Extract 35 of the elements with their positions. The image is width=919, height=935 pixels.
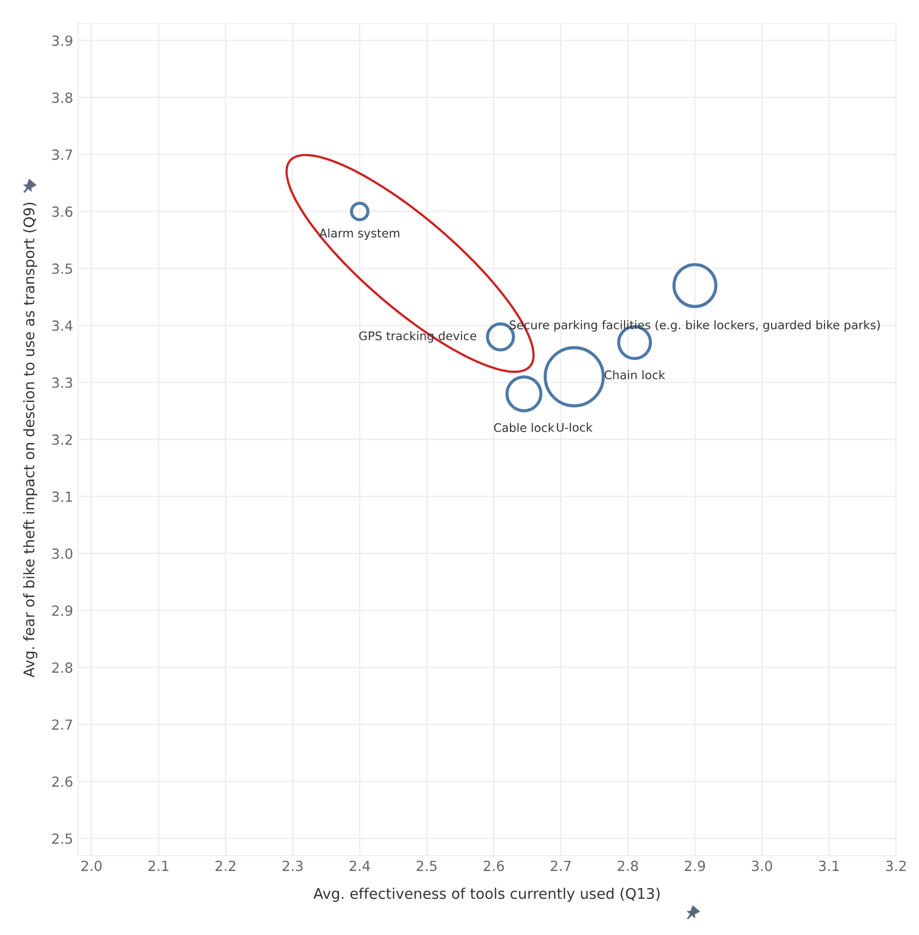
y-tick-label: 2.7 [52,719,72,730]
x-axis-title: Avg. effectiveness of tools currently used (Q13) [313,888,660,902]
x-tick-label: 2.7 [550,860,571,871]
annotation: GPS tracking device [359,331,476,343]
x-tick-label: 3.2 [886,860,906,872]
x-tick-label: 2.0 [81,860,102,872]
y-axis-title: Avg. fear of bike theft impact on descion to use as transport (Q9) [23,202,38,678]
y-tick-label: 3.2 [52,434,72,445]
x-tick-label: 3.0 [752,860,772,872]
y-tick-label: 3.6 [52,206,72,217]
y-tick-label: 3.0 [52,548,72,559]
y-tick-label: 3.9 [52,35,72,46]
x-tick-label: 2.6 [484,860,504,872]
x-tick-label: 2.8 [618,860,638,872]
y-tick-label: 3.5 [52,263,72,274]
y-tick-label: 2.5 [52,833,72,844]
y-tick-label: 3.1 [52,491,72,502]
x-tick-label: 2.9 [684,860,705,872]
annotation: Alarm system [319,228,400,240]
y-tick-label: 3.4 [52,320,72,331]
y-tick-label: 2.6 [52,776,72,787]
x-tick-label: 2.5 [416,860,437,872]
x-tick-label: 2.4 [350,860,370,871]
y-tick-label: 3.3 [52,377,72,388]
y-tick-label: 3.7 [52,149,72,160]
x-tick-label: 2.3 [282,860,303,872]
y-tick-label: 3.8 [52,92,72,103]
x-tick-label: 2.2 [216,860,236,871]
annotation: Chain lock [604,370,666,380]
annotation: Cable lock [494,422,554,432]
y-tick-label: 2.9 [52,605,72,616]
annotation: U-lock [556,422,593,432]
x-tick-label: 2.1 [148,860,168,871]
y-tick-label: 2.8 [52,662,72,673]
x-tick-label: 3.1 [819,860,839,872]
